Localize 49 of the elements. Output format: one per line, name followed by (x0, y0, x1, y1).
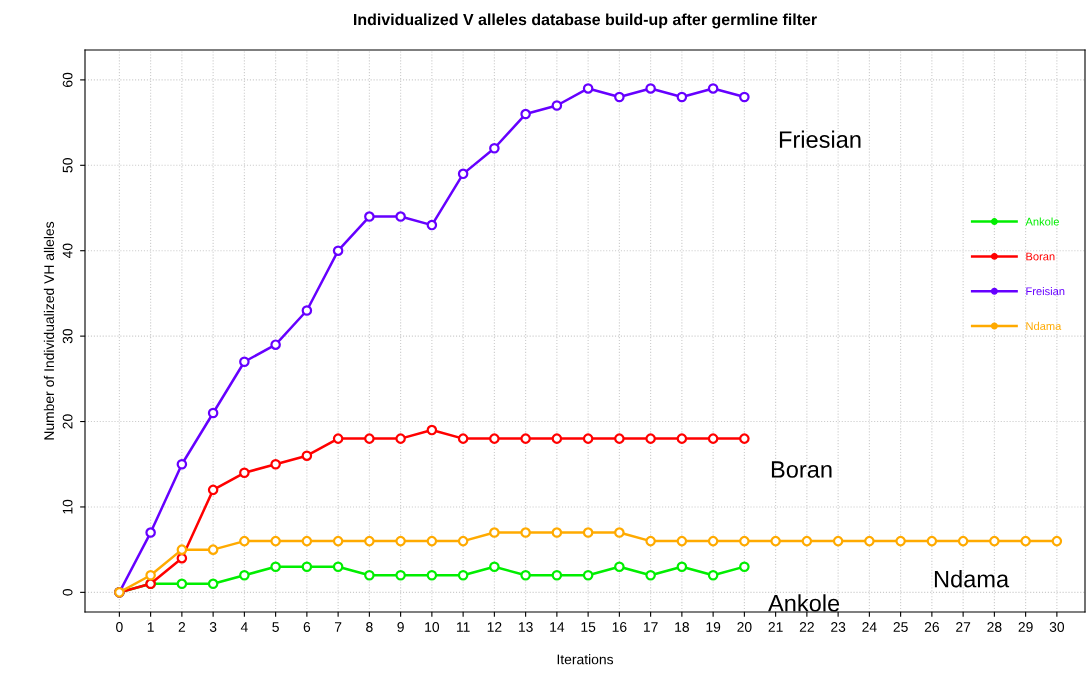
y-axis-title: Number of Individualized VH alleles (43, 221, 55, 440)
x-tick-label: 25 (893, 622, 908, 632)
x-tick-label: 9 (397, 622, 404, 632)
legend-label: Ankole (1025, 217, 1059, 226)
x-tick-label: 26 (924, 622, 939, 632)
x-tick-label: 2 (178, 622, 186, 632)
x-axis-title: Iterations (557, 654, 614, 665)
x-tick-label: 1 (147, 622, 154, 632)
legend-label: Freisian (1026, 287, 1065, 296)
y-tick-label: 50 (62, 158, 73, 173)
x-tick-label: 28 (987, 622, 1002, 632)
x-tick-label: 17 (643, 622, 658, 632)
x-tick-label: 8 (366, 622, 373, 632)
chart-title: Individualized V alleles database build-up after germline filter (353, 13, 817, 29)
x-tick-label: 18 (675, 622, 689, 632)
x-tick-label: 29 (1018, 622, 1033, 632)
x-tick-label: 23 (831, 622, 846, 632)
x-tick-label: 14 (550, 622, 565, 632)
x-tick-label: 16 (612, 622, 627, 632)
x-tick-label: 27 (956, 622, 971, 632)
x-tick-label: 19 (706, 622, 721, 632)
annotation: Ndama (934, 570, 1010, 588)
x-tick-label: 5 (272, 622, 279, 632)
x-tick-label: 0 (116, 622, 123, 632)
x-tick-label: 10 (425, 622, 440, 632)
x-tick-label: 3 (209, 622, 217, 632)
x-tick-label: 12 (487, 622, 502, 632)
x-tick-label: 20 (737, 622, 752, 632)
annotation: Ankole (768, 594, 840, 612)
x-tick-label: 13 (518, 622, 533, 632)
y-tick-label: 60 (62, 72, 73, 87)
x-tick-label: 6 (303, 622, 311, 632)
x-tick-label: 21 (768, 622, 783, 632)
legend-label: Ndama (1026, 321, 1062, 330)
y-tick-label: 30 (62, 328, 73, 344)
x-tick-label: 22 (799, 622, 814, 632)
x-tick-label: 4 (240, 622, 248, 632)
x-tick-label: 11 (456, 622, 470, 632)
legend-label: Boran (1026, 252, 1055, 261)
y-tick-label: 10 (62, 499, 73, 514)
annotation: Boran (771, 461, 832, 478)
y-tick-label: 0 (62, 589, 73, 596)
x-tick-label: 30 (1049, 622, 1065, 632)
y-tick-label: 20 (62, 414, 73, 429)
x-tick-label: 7 (334, 622, 342, 632)
y-tick-label: 40 (62, 243, 73, 259)
x-tick-label: 24 (862, 622, 877, 632)
annotation: Friesian (779, 130, 861, 148)
x-tick-label: 15 (581, 622, 596, 632)
